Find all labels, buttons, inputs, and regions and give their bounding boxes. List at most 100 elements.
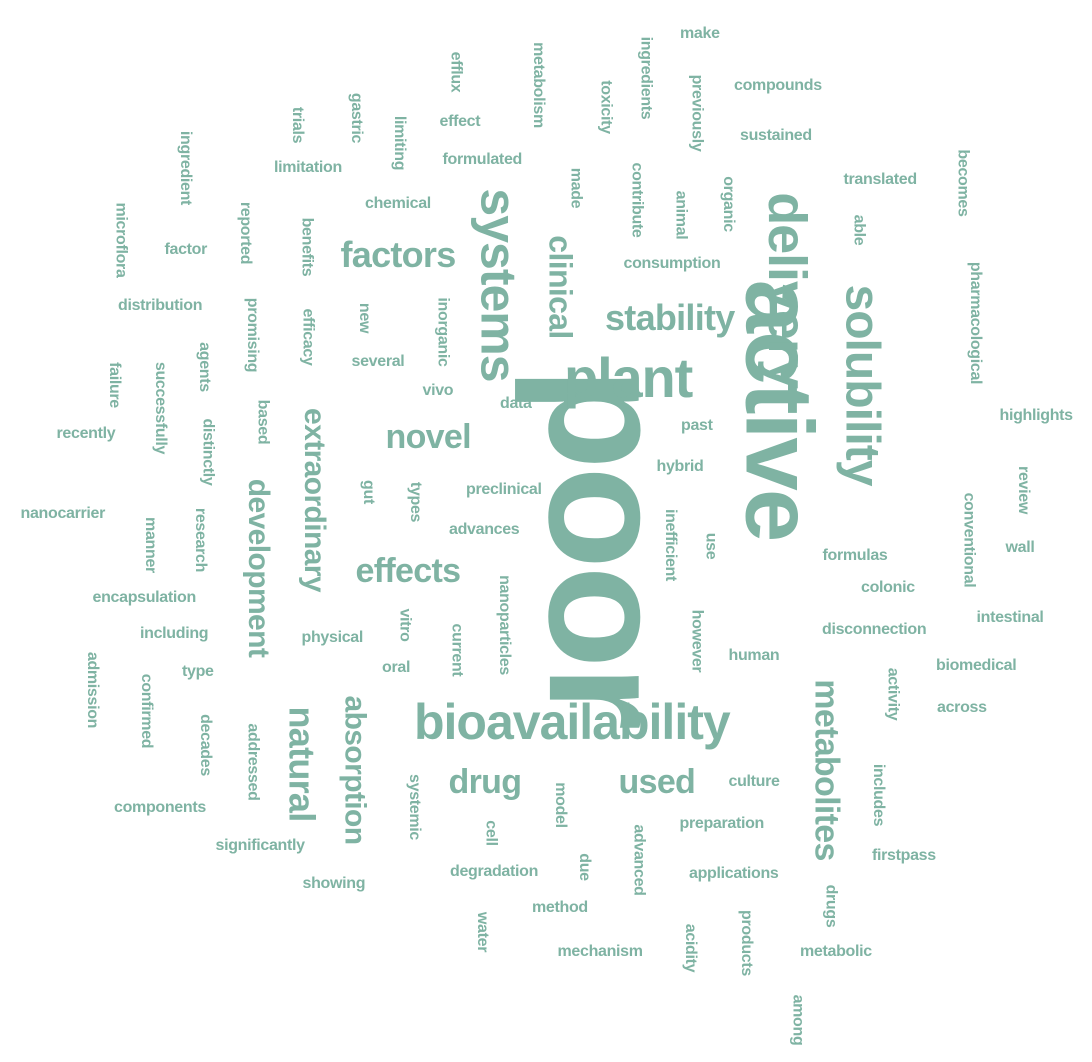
word-activity: activity [883,667,901,721]
word-mechanism: mechanism [557,943,643,960]
word-systemic: systemic [405,774,423,840]
word-distribution: distribution [118,297,203,314]
word-preclinical: preclinical [466,481,542,498]
word-animal: animal [671,190,689,240]
word-nanocarrier: nanocarrier [20,505,106,522]
word-gut: gut [359,480,377,504]
word-current: current [447,623,465,677]
word-solubility: solubility [835,284,889,486]
word-plant: plant [564,346,693,409]
word-limitation: limitation [274,159,342,176]
word-hybrid: hybrid [656,458,704,475]
word-reported: reported [237,201,255,265]
word-acidity: acidity [682,923,700,973]
word-physical: physical [301,629,364,646]
word-used: used [618,763,696,801]
word-wall: wall [1005,539,1035,556]
word-however: however [687,609,705,673]
word-advanced: advanced [630,824,648,896]
word-including: including [140,625,209,642]
word-applications: applications [689,865,779,882]
word-oral: oral [382,659,411,676]
word-efflux: efflux [446,51,464,93]
word-bioavailability: bioavailability [414,694,731,750]
word-metabolites: metabolites [807,679,846,861]
word-advances: advances [449,521,520,538]
word-new: new [356,302,374,334]
word-vitro: vitro [396,608,414,642]
word-pharmacological: pharmacological [967,261,985,385]
word-model: model [551,782,569,828]
word-recently: recently [56,425,116,442]
word-firstpass: firstpass [872,847,936,864]
word-drug: drug [448,763,523,801]
word-due: due [575,853,593,881]
word-development: development [242,478,276,658]
word-biomedical: biomedical [936,657,1017,674]
word-factor: factor [164,241,208,258]
word-method: method [532,899,588,916]
word-toxicity: toxicity [597,80,615,134]
word-ingredient: ingredient [177,130,195,206]
word-agents: agents [195,342,213,392]
word-culture: culture [728,773,780,790]
word-based: based [253,399,271,445]
word-becomes: becomes [954,149,972,217]
word-metabolic: metabolic [800,943,872,960]
word-decades: decades [196,714,214,776]
word-across: across [937,699,987,716]
word-organic: organic [719,176,737,232]
word-colonic: colonic [861,579,915,596]
word-failure: failure [105,362,123,408]
word-metabolism: metabolism [529,42,547,128]
word-among: among [788,994,806,1046]
word-ingredients: ingredients [636,36,654,120]
word-disconnection: disconnection [822,621,927,638]
word-successfully: successfully [152,361,170,455]
word-consumption: consumption [623,255,721,272]
word-promising: promising [244,297,262,373]
word-research: research [192,507,210,573]
word-natural: natural [280,706,322,822]
word-includes: includes [870,763,888,827]
word-admission: admission [84,651,102,729]
word-past: past [681,417,713,434]
word-drugs: drugs [821,884,839,928]
word-extraordinary: extraordinary [297,408,331,592]
word-intestinal: intestinal [976,609,1044,626]
word-systems: systems [470,188,527,382]
word-benefits: benefits [297,217,315,277]
word-compounds: compounds [734,77,822,94]
word-nanoparticles: nanoparticles [495,575,513,675]
word-conventional: conventional [959,492,977,588]
word-water: water [474,911,492,953]
word-inefficient: inefficient [662,508,680,582]
word-preparation: preparation [679,815,765,832]
word-novel: novel [385,418,472,456]
word-distinctly: distinctly [199,418,217,486]
word-previously: previously [687,74,705,152]
word-products: products [737,910,755,976]
word-vivo: vivo [422,382,454,399]
word-formulas: formulas [822,547,888,564]
word-trials: trials [289,106,307,144]
word-encapsulation: encapsulation [92,589,197,606]
word-made: made [566,167,584,209]
word-degradation: degradation [450,863,539,880]
word-absorption: absorption [338,695,371,845]
word-make: make [680,25,720,42]
word-inorganic: inorganic [434,297,452,367]
word-human: human [728,647,780,664]
word-sustained: sustained [740,127,812,144]
word-showing: showing [302,875,366,892]
word-manner: manner [141,517,159,573]
word-addressed: addressed [244,723,262,801]
word-highlights: highlights [999,407,1074,424]
word-cell: cell [482,820,500,846]
word-significantly: significantly [215,837,306,854]
word-confirmed: confirmed [138,673,156,749]
word-formulated: formulated [442,151,523,168]
word-stability: stability [605,297,735,338]
word-components: components [114,799,206,816]
